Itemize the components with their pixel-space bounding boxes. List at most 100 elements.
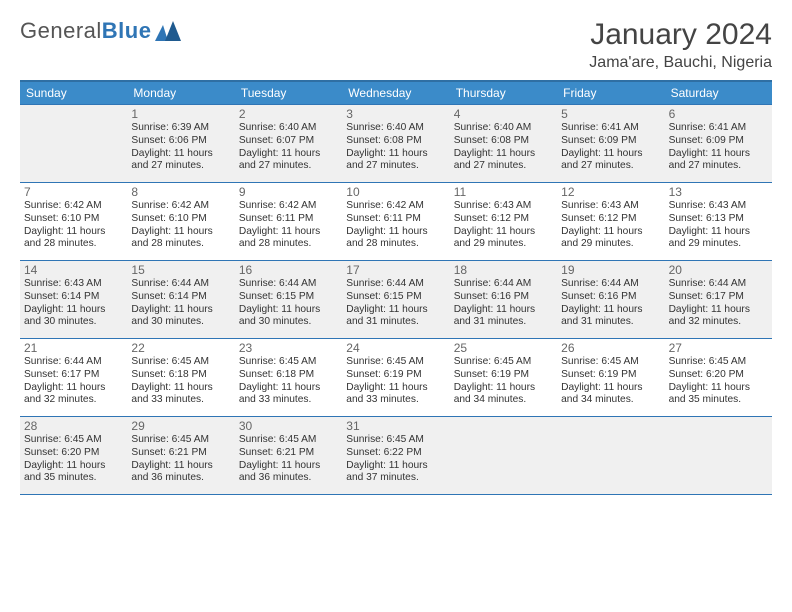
sunset-line: Sunset: 6:10 PM <box>131 213 230 226</box>
sunrise-line: Sunrise: 6:43 AM <box>669 200 768 213</box>
calendar-cell: 17Sunrise: 6:44 AMSunset: 6:15 PMDayligh… <box>342 260 449 338</box>
column-header: Tuesday <box>235 82 342 104</box>
day-number: 29 <box>131 419 230 433</box>
day-number: 19 <box>561 263 660 277</box>
sunset-line: Sunset: 6:21 PM <box>131 447 230 460</box>
calendar-cell: 5Sunrise: 6:41 AMSunset: 6:09 PMDaylight… <box>557 104 664 182</box>
day-number: 18 <box>454 263 553 277</box>
daylight-line: Daylight: 11 hours and 27 minutes. <box>561 148 660 174</box>
sunset-line: Sunset: 6:08 PM <box>346 135 445 148</box>
calendar-cell: 28Sunrise: 6:45 AMSunset: 6:20 PMDayligh… <box>20 416 127 494</box>
day-number: 27 <box>669 341 768 355</box>
sunrise-line: Sunrise: 6:41 AM <box>669 122 768 135</box>
calendar-cell: 27Sunrise: 6:45 AMSunset: 6:20 PMDayligh… <box>665 338 772 416</box>
day-number: 16 <box>239 263 338 277</box>
sunrise-line: Sunrise: 6:44 AM <box>561 278 660 291</box>
calendar-cell: 22Sunrise: 6:45 AMSunset: 6:18 PMDayligh… <box>127 338 234 416</box>
calendar-cell: 19Sunrise: 6:44 AMSunset: 6:16 PMDayligh… <box>557 260 664 338</box>
sunset-line: Sunset: 6:22 PM <box>346 447 445 460</box>
day-number: 31 <box>346 419 445 433</box>
sunrise-line: Sunrise: 6:40 AM <box>346 122 445 135</box>
day-number: 21 <box>24 341 123 355</box>
daylight-line: Daylight: 11 hours and 28 minutes. <box>346 226 445 252</box>
daylight-line: Daylight: 11 hours and 29 minutes. <box>669 226 768 252</box>
calendar-cell: 23Sunrise: 6:45 AMSunset: 6:18 PMDayligh… <box>235 338 342 416</box>
sunset-line: Sunset: 6:07 PM <box>239 135 338 148</box>
sunset-line: Sunset: 6:11 PM <box>239 213 338 226</box>
sunrise-line: Sunrise: 6:45 AM <box>239 434 338 447</box>
calendar-header-row: SundayMondayTuesdayWednesdayThursdayFrid… <box>20 80 772 104</box>
sunrise-line: Sunrise: 6:44 AM <box>346 278 445 291</box>
calendar-cell: 3Sunrise: 6:40 AMSunset: 6:08 PMDaylight… <box>342 104 449 182</box>
sunset-line: Sunset: 6:14 PM <box>131 291 230 304</box>
day-number: 8 <box>131 185 230 199</box>
sunset-line: Sunset: 6:15 PM <box>346 291 445 304</box>
daylight-line: Daylight: 11 hours and 33 minutes. <box>346 382 445 408</box>
sunrise-line: Sunrise: 6:39 AM <box>131 122 230 135</box>
day-number: 12 <box>561 185 660 199</box>
day-number: 26 <box>561 341 660 355</box>
daylight-line: Daylight: 11 hours and 36 minutes. <box>131 460 230 486</box>
calendar-cell: 1Sunrise: 6:39 AMSunset: 6:06 PMDaylight… <box>127 104 234 182</box>
title-block: January 2024 Jama'are, Bauchi, Nigeria <box>589 18 772 72</box>
calendar-cell: 9Sunrise: 6:42 AMSunset: 6:11 PMDaylight… <box>235 182 342 260</box>
calendar-cell <box>450 416 557 494</box>
sunset-line: Sunset: 6:06 PM <box>131 135 230 148</box>
daylight-line: Daylight: 11 hours and 31 minutes. <box>346 304 445 330</box>
day-number: 10 <box>346 185 445 199</box>
sunset-line: Sunset: 6:14 PM <box>24 291 123 304</box>
calendar-cell: 15Sunrise: 6:44 AMSunset: 6:14 PMDayligh… <box>127 260 234 338</box>
sunrise-line: Sunrise: 6:45 AM <box>561 356 660 369</box>
calendar-cell: 25Sunrise: 6:45 AMSunset: 6:19 PMDayligh… <box>450 338 557 416</box>
sunrise-line: Sunrise: 6:44 AM <box>24 356 123 369</box>
calendar: SundayMondayTuesdayWednesdayThursdayFrid… <box>20 80 772 495</box>
sunrise-line: Sunrise: 6:42 AM <box>24 200 123 213</box>
calendar-cell: 30Sunrise: 6:45 AMSunset: 6:21 PMDayligh… <box>235 416 342 494</box>
column-header: Friday <box>557 82 664 104</box>
sunset-line: Sunset: 6:19 PM <box>454 369 553 382</box>
daylight-line: Daylight: 11 hours and 33 minutes. <box>239 382 338 408</box>
logo-part2: Blue <box>102 18 152 43</box>
day-number: 30 <box>239 419 338 433</box>
sunrise-line: Sunrise: 6:45 AM <box>131 356 230 369</box>
daylight-line: Daylight: 11 hours and 33 minutes. <box>131 382 230 408</box>
daylight-line: Daylight: 11 hours and 31 minutes. <box>561 304 660 330</box>
sunset-line: Sunset: 6:19 PM <box>346 369 445 382</box>
sunrise-line: Sunrise: 6:42 AM <box>346 200 445 213</box>
daylight-line: Daylight: 11 hours and 29 minutes. <box>454 226 553 252</box>
calendar-cell <box>557 416 664 494</box>
calendar-cell: 4Sunrise: 6:40 AMSunset: 6:08 PMDaylight… <box>450 104 557 182</box>
sunrise-line: Sunrise: 6:40 AM <box>454 122 553 135</box>
sunrise-line: Sunrise: 6:43 AM <box>561 200 660 213</box>
calendar-cell: 6Sunrise: 6:41 AMSunset: 6:09 PMDaylight… <box>665 104 772 182</box>
daylight-line: Daylight: 11 hours and 35 minutes. <box>669 382 768 408</box>
daylight-line: Daylight: 11 hours and 32 minutes. <box>24 382 123 408</box>
day-number: 1 <box>131 107 230 121</box>
daylight-line: Daylight: 11 hours and 30 minutes. <box>24 304 123 330</box>
sunset-line: Sunset: 6:08 PM <box>454 135 553 148</box>
calendar-cell: 31Sunrise: 6:45 AMSunset: 6:22 PMDayligh… <box>342 416 449 494</box>
day-number: 24 <box>346 341 445 355</box>
logo-part1: General <box>20 18 102 43</box>
column-header: Thursday <box>450 82 557 104</box>
day-number: 11 <box>454 185 553 199</box>
calendar-cell: 10Sunrise: 6:42 AMSunset: 6:11 PMDayligh… <box>342 182 449 260</box>
sunrise-line: Sunrise: 6:45 AM <box>346 356 445 369</box>
calendar-cell: 18Sunrise: 6:44 AMSunset: 6:16 PMDayligh… <box>450 260 557 338</box>
daylight-line: Daylight: 11 hours and 27 minutes. <box>454 148 553 174</box>
sunset-line: Sunset: 6:18 PM <box>239 369 338 382</box>
sunset-line: Sunset: 6:20 PM <box>669 369 768 382</box>
sunrise-line: Sunrise: 6:41 AM <box>561 122 660 135</box>
sunrise-line: Sunrise: 6:44 AM <box>239 278 338 291</box>
calendar-cell: 12Sunrise: 6:43 AMSunset: 6:12 PMDayligh… <box>557 182 664 260</box>
column-header: Saturday <box>665 82 772 104</box>
calendar-cell <box>20 104 127 182</box>
header: GeneralBlue January 2024 Jama'are, Bauch… <box>20 18 772 72</box>
calendar-cell <box>665 416 772 494</box>
daylight-line: Daylight: 11 hours and 28 minutes. <box>239 226 338 252</box>
calendar-body: 1Sunrise: 6:39 AMSunset: 6:06 PM Daylight… <box>20 104 772 494</box>
sunrise-line: Sunrise: 6:45 AM <box>454 356 553 369</box>
day-number: 17 <box>346 263 445 277</box>
sunrise-line: Sunrise: 6:42 AM <box>239 200 338 213</box>
sunset-line: Sunset: 6:09 PM <box>669 135 768 148</box>
